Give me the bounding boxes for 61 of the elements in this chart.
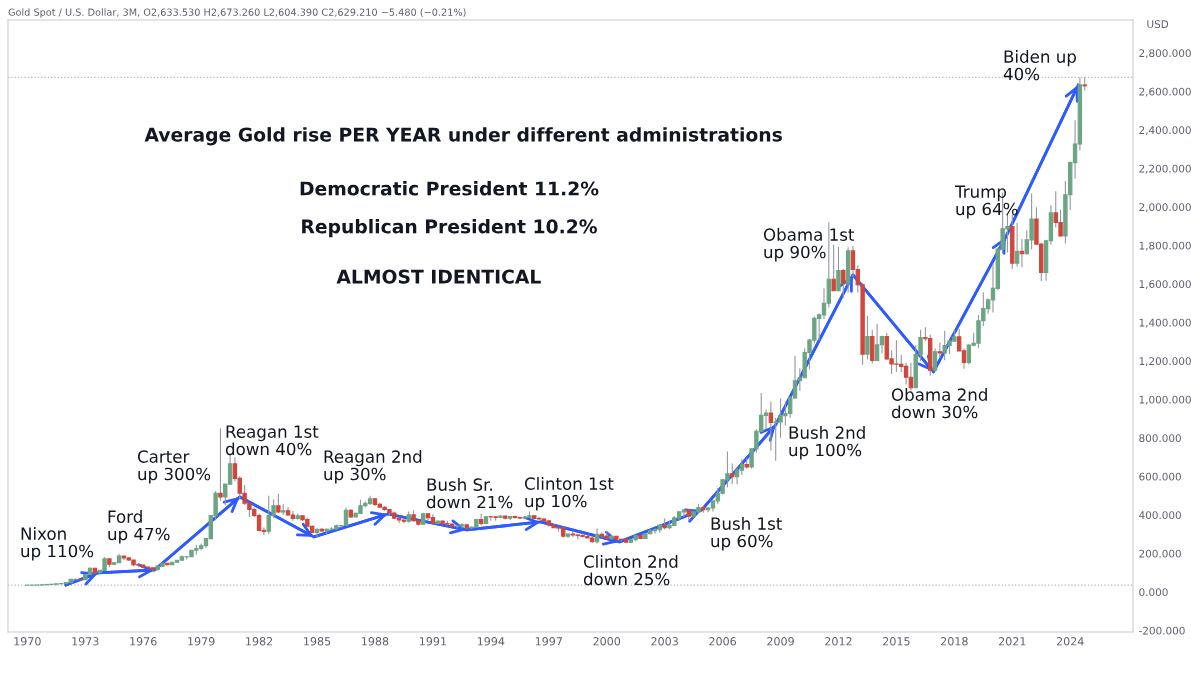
candlestick xyxy=(730,462,735,485)
annotation: Biden up 40% xyxy=(1003,50,1076,81)
y-tick-label: 1,200.000 xyxy=(1139,357,1191,367)
x-tick-label: 1988 xyxy=(362,637,389,646)
y-tick-label: 2,200.000 xyxy=(1139,164,1191,174)
x-tick-label: 2015 xyxy=(883,637,910,646)
y-tick-label: 200.000 xyxy=(1139,549,1181,558)
annotation: Republican President 10.2% xyxy=(302,219,597,238)
x-tick-label: 2024 xyxy=(1056,637,1084,646)
y-tick-label: 1,600.000 xyxy=(1139,280,1191,290)
annotation: Nixon up 110% xyxy=(21,527,94,561)
x-tick-label: 2000 xyxy=(593,637,621,646)
annotation: Clinton 1st up 10% xyxy=(524,477,614,511)
y-tick-label: -200.000 xyxy=(1139,626,1185,635)
x-tick-label: 2018 xyxy=(941,637,968,646)
y-tick-label: 1,800.000 xyxy=(1139,241,1191,251)
x-tick-label: 1991 xyxy=(419,637,446,646)
annotation: Bush 1st up 60% xyxy=(711,517,782,551)
x-tick-label: 1985 xyxy=(304,637,331,646)
y-tick-label: 2,800.000 xyxy=(1139,49,1191,59)
y-tick-label: 800.000 xyxy=(1139,434,1181,443)
chart-subtitle: Gold Spot / U.S. Dollar, 3M, O2,633.530 H2,673.260 L2,604.390 C2,629.210 −5.480 (−0.21%) xyxy=(8,8,466,18)
candlestick xyxy=(768,401,774,452)
annotation: Bush Sr. down 21% xyxy=(426,478,513,509)
x-tick-label: 1973 xyxy=(72,637,99,646)
x-tick-label: 2021 xyxy=(998,637,1026,646)
annotation: Ford up 47% xyxy=(108,510,170,544)
text: Average Gold rise PER YEAR under different administrations xyxy=(144,127,782,146)
x-tick-label: 1979 xyxy=(188,637,215,646)
y-tick-label: 600.000 xyxy=(1139,472,1181,481)
y-axis-title: USD xyxy=(1147,20,1169,29)
x-tick-label: 1976 xyxy=(130,637,157,646)
candlestick xyxy=(763,409,769,430)
y-tick-label: 2,600.000 xyxy=(1139,87,1191,97)
annotation: ALMOST IDENTICAL xyxy=(336,269,541,284)
y-tick-label: 2,400.000 xyxy=(1139,126,1191,136)
annotation: Reagan 1st down 40% xyxy=(225,425,319,456)
y-tick-label: 1,000.000 xyxy=(1139,395,1191,405)
annotation: Democratic President 11.2% xyxy=(300,181,599,196)
annotation: Clinton 2nd down 25% xyxy=(583,555,678,586)
x-tick-label: 2009 xyxy=(767,637,794,646)
annotation: Carter up 300% xyxy=(137,450,211,484)
annotation: Obama 2nd down 30% xyxy=(891,388,987,419)
candlestick xyxy=(1014,222,1020,268)
y-tick-label: 400.000 xyxy=(1139,511,1181,520)
y-tick-label: 1,400.000 xyxy=(1139,318,1191,328)
candlestick xyxy=(218,427,223,502)
x-tick-label: 1997 xyxy=(535,637,562,646)
annotation: Reagan 2nd up 30% xyxy=(324,450,422,484)
x-tick-label: 1970 xyxy=(14,637,41,646)
candlestick xyxy=(739,458,745,476)
y-tick-label: 2,000.000 xyxy=(1139,203,1191,213)
x-tick-label: 2003 xyxy=(651,637,678,646)
x-tick-label: 2012 xyxy=(825,637,852,646)
x-tick-label: 2006 xyxy=(709,637,737,646)
annotation: Bush 2nd up 100% xyxy=(789,426,865,460)
annotation: Obama 1st up 90% xyxy=(763,228,855,262)
annotation: Trump up 64% xyxy=(954,185,1018,219)
x-tick-label: 1994 xyxy=(477,637,505,646)
y-tick-label: 0.000 xyxy=(1139,588,1168,597)
x-tick-label: 1982 xyxy=(246,637,273,646)
